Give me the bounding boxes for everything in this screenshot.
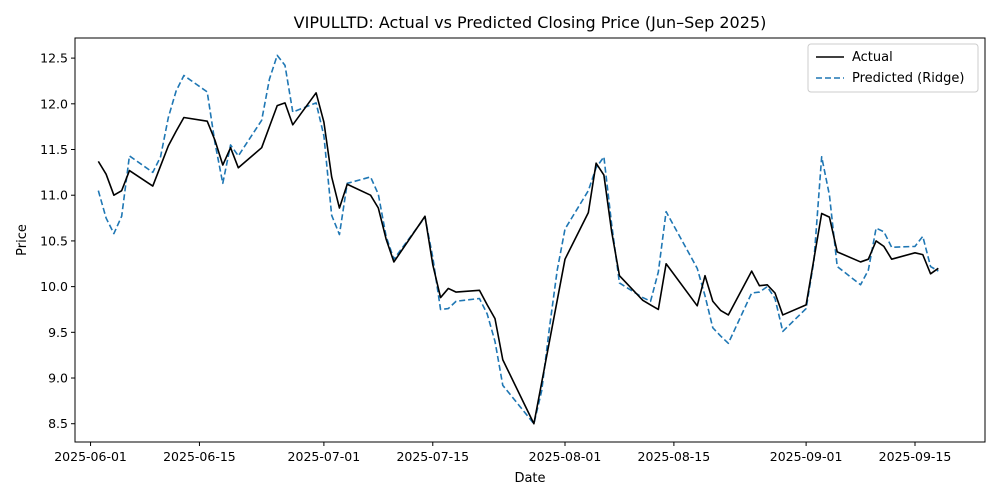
y-tick-label: 11.5 xyxy=(40,142,68,157)
legend-box xyxy=(807,43,979,93)
legend-label-actual: Actual xyxy=(852,50,893,65)
x-tick-label: 2025-09-15 xyxy=(879,449,952,464)
chart-title: VIPULLTD: Actual vs Predicted Closing Pr… xyxy=(294,13,767,32)
legend: Actual Predicted (Ridge) xyxy=(807,43,979,93)
y-tick-label: 12.5 xyxy=(40,51,68,66)
x-tick-label: 2025-08-15 xyxy=(638,449,711,464)
y-tick-label: 9.0 xyxy=(48,371,68,386)
legend-label-predicted: Predicted (Ridge) xyxy=(852,71,964,86)
x-tick-label: 2025-06-15 xyxy=(163,449,236,464)
y-axis: 8.5 9.0 9.5 10.0 10.5 11.0 11.5 12.0 12.5 xyxy=(40,51,75,431)
x-axis: 2025-06-01 2025-06-15 2025-07-01 2025-07-15… xyxy=(54,442,951,464)
y-tick-label: 10.0 xyxy=(40,279,68,294)
plot-area-frame xyxy=(74,37,986,443)
series-lines xyxy=(97,54,939,425)
x-tick-label: 2025-07-15 xyxy=(396,449,469,464)
x-axis-label: Date xyxy=(514,471,545,486)
x-tick-label: 2025-07-01 xyxy=(288,449,361,464)
x-tick-label: 2025-06-01 xyxy=(54,449,127,464)
y-tick-label: 8.5 xyxy=(48,416,68,431)
actual-series-line xyxy=(97,92,939,425)
y-tick-label: 9.5 xyxy=(48,325,68,340)
y-tick-label: 10.5 xyxy=(40,233,68,248)
y-tick-label: 12.0 xyxy=(40,96,68,111)
x-tick-label: 2025-09-01 xyxy=(770,449,843,464)
predicted-ridge-series-line xyxy=(97,54,939,425)
y-tick-label: 11.0 xyxy=(40,188,68,203)
y-axis-label: Price xyxy=(15,224,30,256)
x-tick-label: 2025-08-01 xyxy=(529,449,602,464)
